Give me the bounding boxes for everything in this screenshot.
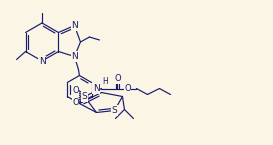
Text: O: O xyxy=(72,86,79,95)
Text: O: O xyxy=(72,98,79,107)
Text: O: O xyxy=(124,84,131,93)
Text: N: N xyxy=(71,52,78,61)
Text: S: S xyxy=(82,92,87,101)
Text: N: N xyxy=(38,57,45,66)
Text: N: N xyxy=(71,21,78,30)
Text: N: N xyxy=(93,84,99,93)
Text: S: S xyxy=(112,106,117,115)
Text: H: H xyxy=(102,77,108,86)
Text: O: O xyxy=(114,74,121,83)
